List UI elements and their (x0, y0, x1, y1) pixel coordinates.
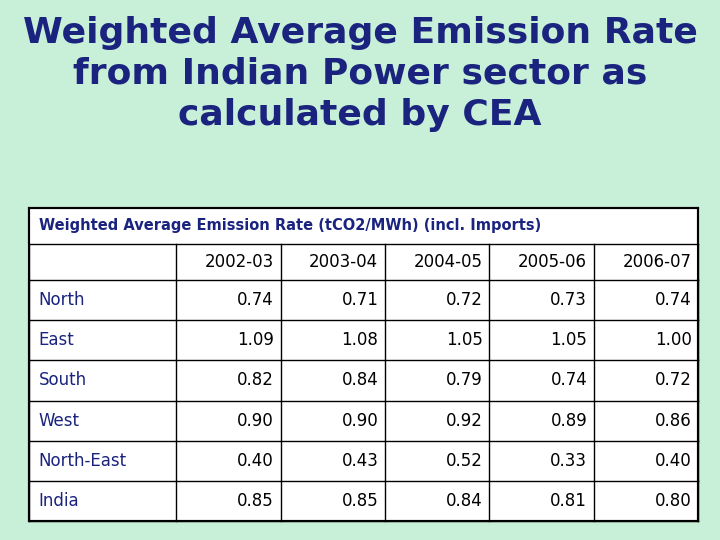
Text: 1.08: 1.08 (341, 331, 378, 349)
Text: 0.33: 0.33 (550, 452, 588, 470)
Text: West: West (39, 411, 80, 430)
Text: 1.05: 1.05 (550, 331, 588, 349)
Text: 2004-05: 2004-05 (414, 253, 483, 271)
Text: North: North (39, 291, 86, 309)
Text: 2002-03: 2002-03 (204, 253, 274, 271)
Text: 1.00: 1.00 (654, 331, 692, 349)
Text: 0.52: 0.52 (446, 452, 483, 470)
Text: 0.90: 0.90 (341, 411, 378, 430)
Text: 0.74: 0.74 (237, 291, 274, 309)
Text: 0.79: 0.79 (446, 372, 483, 389)
Text: 0.40: 0.40 (237, 452, 274, 470)
Text: 2005-06: 2005-06 (518, 253, 588, 271)
Text: 1.09: 1.09 (237, 331, 274, 349)
Text: South: South (39, 372, 87, 389)
Text: 0.85: 0.85 (341, 492, 378, 510)
Text: 0.74: 0.74 (551, 372, 588, 389)
Text: 0.71: 0.71 (341, 291, 378, 309)
Text: Weighted Average Emission Rate (tCO2/MWh) (incl. Imports): Weighted Average Emission Rate (tCO2/MWh… (39, 218, 541, 233)
Text: East: East (39, 331, 75, 349)
Text: 0.84: 0.84 (446, 492, 483, 510)
Text: 0.89: 0.89 (551, 411, 588, 430)
Text: India: India (39, 492, 79, 510)
Text: 0.92: 0.92 (446, 411, 483, 430)
Text: 0.82: 0.82 (237, 372, 274, 389)
Text: 0.85: 0.85 (237, 492, 274, 510)
Text: 0.72: 0.72 (446, 291, 483, 309)
Text: 0.73: 0.73 (550, 291, 588, 309)
Text: 0.40: 0.40 (655, 452, 692, 470)
Text: Weighted Average Emission Rate
from Indian Power sector as
calculated by CEA: Weighted Average Emission Rate from Indi… (22, 16, 698, 132)
Text: 2006-07: 2006-07 (623, 253, 692, 271)
Text: 1.05: 1.05 (446, 331, 483, 349)
Text: 0.74: 0.74 (655, 291, 692, 309)
Text: 0.84: 0.84 (341, 372, 378, 389)
Text: 0.86: 0.86 (655, 411, 692, 430)
Text: 0.80: 0.80 (655, 492, 692, 510)
Text: 0.72: 0.72 (654, 372, 692, 389)
Text: 0.81: 0.81 (550, 492, 588, 510)
Text: North-East: North-East (39, 452, 127, 470)
Text: 0.90: 0.90 (237, 411, 274, 430)
Text: 2003-04: 2003-04 (309, 253, 378, 271)
Text: 0.43: 0.43 (341, 452, 378, 470)
